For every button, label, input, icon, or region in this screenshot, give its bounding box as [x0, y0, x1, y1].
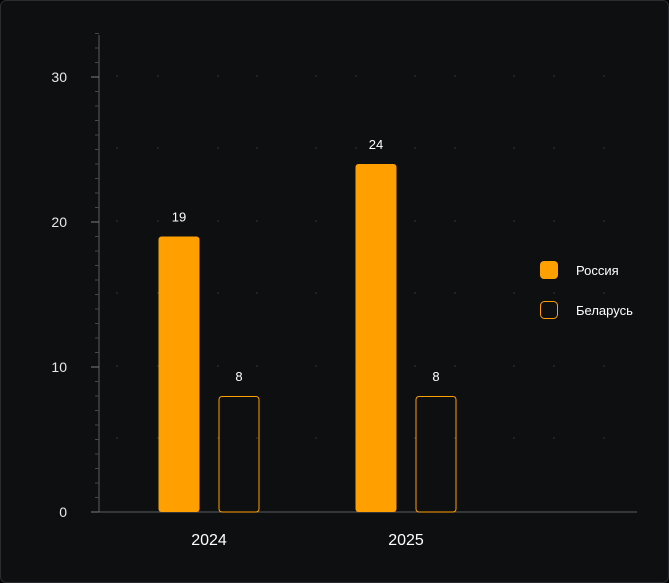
legend-swatch [540, 261, 558, 279]
grid-dot [217, 292, 219, 294]
grid-dot [116, 292, 118, 294]
grid-dot [454, 75, 456, 77]
grid-dot [513, 75, 515, 77]
grid-dot [217, 147, 219, 149]
grid-dot [603, 292, 605, 294]
grid-dot [553, 75, 555, 77]
x-tick-label: 2024 [191, 532, 227, 549]
y-tick-label: 30 [51, 69, 67, 85]
grid-dot [116, 147, 118, 149]
grid-dot [603, 220, 605, 222]
grid-dot [414, 147, 416, 149]
grid-dot [315, 220, 317, 222]
grid-dot [217, 75, 219, 77]
grid-dot [157, 292, 159, 294]
grid-dot [157, 75, 159, 77]
bars: 19 8 24 8 [158, 137, 457, 513]
grid-dot [256, 75, 258, 77]
y-tick-label: 0 [59, 504, 67, 520]
grid-dot [603, 75, 605, 77]
grid-dot [414, 220, 416, 222]
grid-dot [513, 365, 515, 367]
grid-dot [454, 147, 456, 149]
grid-dot [454, 292, 456, 294]
grid-dot [513, 147, 515, 149]
bar-russia [158, 236, 200, 512]
grid-dot [116, 365, 118, 367]
x-axis-ticks: 2024 2025 [191, 532, 424, 549]
grid-dot [553, 220, 555, 222]
grid-dot [454, 220, 456, 222]
y-axis-ticks: 0 10 20 30 [51, 69, 67, 520]
grid-dot [256, 292, 258, 294]
grid-dot [116, 75, 118, 77]
legend-label: Россия [576, 263, 619, 278]
grid-dots [116, 75, 605, 439]
grid-dot [157, 220, 159, 222]
grid-dot [355, 147, 357, 149]
bar-belarus [415, 396, 457, 513]
grid-dot [603, 437, 605, 439]
grid-dot [414, 292, 416, 294]
y-tick-label: 20 [51, 214, 67, 230]
grid-dot [414, 437, 416, 439]
grid-dot [217, 437, 219, 439]
grid-dot [315, 292, 317, 294]
grid-dot [513, 437, 515, 439]
grid-dot [315, 75, 317, 77]
grid-dot [116, 220, 118, 222]
grid-dot [157, 147, 159, 149]
grid-dot [513, 220, 515, 222]
y-tick-label: 10 [51, 359, 67, 375]
data-label: 19 [172, 210, 186, 225]
grid-dot [217, 365, 219, 367]
grid-dot [603, 365, 605, 367]
grid-dot [513, 292, 515, 294]
grid-dot [454, 365, 456, 367]
grid-dot [256, 365, 258, 367]
x-tick-label: 2025 [388, 532, 424, 549]
grid-dot [256, 437, 258, 439]
grid-dot [553, 365, 555, 367]
bar-russia [355, 164, 397, 512]
grid-dot [256, 220, 258, 222]
grid-dot [603, 147, 605, 149]
legend: Россия Беларусь [540, 261, 633, 319]
grid-dot [157, 437, 159, 439]
grid-dot [217, 220, 219, 222]
grid-dot [116, 437, 118, 439]
grid-dot [553, 147, 555, 149]
grid-dot [315, 365, 317, 367]
bar-belarus [218, 396, 260, 513]
data-label: 24 [369, 137, 383, 152]
legend-swatch [540, 301, 558, 319]
grid-dot [315, 437, 317, 439]
grid-dot [553, 437, 555, 439]
grid-dot [414, 365, 416, 367]
grid-dot [315, 147, 317, 149]
grid-dot [355, 75, 357, 77]
grid-dot [157, 365, 159, 367]
grid-dot [414, 75, 416, 77]
legend-label: Беларусь [576, 303, 633, 318]
grid-dot [454, 437, 456, 439]
grid-dot [553, 292, 555, 294]
data-label: 8 [235, 369, 242, 384]
data-label: 8 [432, 369, 439, 384]
grid-dot [256, 147, 258, 149]
